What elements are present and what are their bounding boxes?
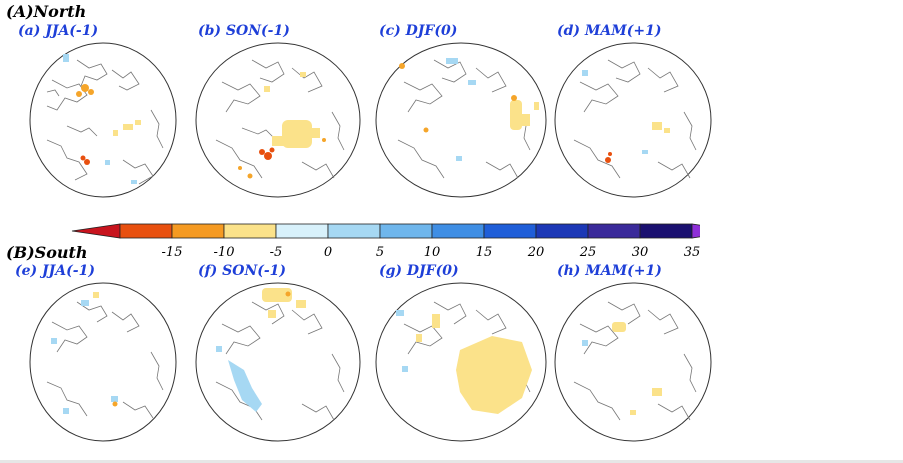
- panel-label-d: (d) MAM(+1): [557, 23, 662, 39]
- colorbar-extend-high: [691, 223, 700, 239]
- map-north-mam: [554, 42, 712, 198]
- map-south-djf: [375, 282, 547, 442]
- colorbar-segment: [327, 223, 381, 239]
- panel-label-c: (c) DJF(0): [379, 23, 458, 39]
- colorbar-segment: [171, 223, 225, 239]
- colorbar-segment: [119, 223, 173, 239]
- colorbar-tick-label: -5: [270, 245, 283, 260]
- map-south-son: [195, 282, 361, 442]
- colorbar-tick-label: 30: [632, 245, 649, 260]
- colorbar-segment: [379, 223, 433, 239]
- colorbar-tick-label: 15: [476, 245, 493, 260]
- map-south-mam: [554, 282, 712, 442]
- colorbar-segment: [223, 223, 277, 239]
- colorbar-tick-label: -10: [214, 245, 235, 260]
- bottom-rule: [0, 460, 903, 463]
- colorbar-extend-low: [71, 223, 121, 239]
- colorbar-segment: [535, 223, 589, 239]
- panel-label-g: (g) DJF(0): [379, 263, 459, 279]
- panel-label-f: (f) SON(-1): [198, 263, 287, 279]
- panel-label-h: (h) MAM(+1): [557, 263, 662, 279]
- section-title-north: (A)North: [6, 2, 87, 21]
- colorbar-tick-label: 10: [424, 245, 441, 260]
- colorbar-segment: [639, 223, 693, 239]
- colorbar-tick-label: 25: [579, 245, 597, 260]
- colorbar-segments: [71, 223, 700, 239]
- map-south-jja: [29, 282, 177, 442]
- colorbar-tick-label: 35: [684, 245, 700, 260]
- colorbar-tick-label: 20: [527, 245, 545, 260]
- map-north-son: [195, 42, 361, 198]
- colorbar-tick-label: 5: [376, 245, 384, 260]
- section-title-south: (B)South: [6, 243, 88, 262]
- panel-label-b: (b) SON(-1): [198, 23, 290, 39]
- map-north-jja: [29, 42, 177, 198]
- colorbar-tick-label: 0: [324, 245, 332, 260]
- colorbar-segment: [431, 223, 485, 239]
- map-north-djf: [375, 42, 547, 198]
- panel-label-e: (e) JJA(-1): [15, 263, 95, 279]
- colorbar-ticks: -15 -10 -5 0 5 10 15 20 25 30 35: [162, 245, 700, 260]
- colorbar-tick-label: -15: [162, 245, 183, 260]
- colorbar: -15 -10 -5 0 5 10 15 20 25 30 35: [71, 223, 700, 260]
- colorbar-segment: [483, 223, 537, 239]
- colorbar-segment: [275, 223, 329, 239]
- colorbar-segment: [587, 223, 641, 239]
- panel-label-a: (a) JJA(-1): [18, 23, 99, 39]
